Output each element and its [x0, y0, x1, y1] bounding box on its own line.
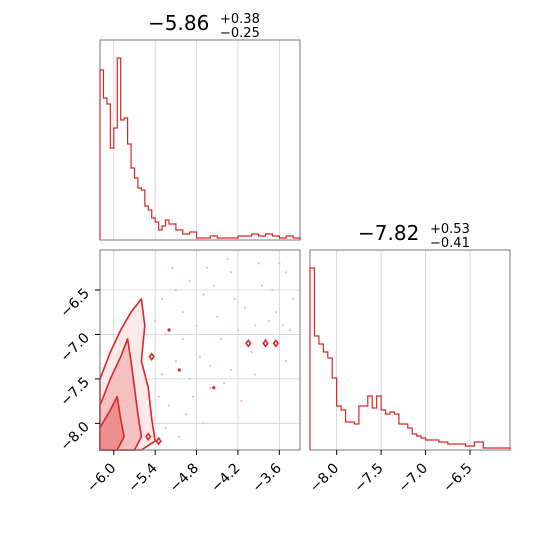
- contour-x-tick-label-0: −6.0: [84, 460, 119, 495]
- contour-y-ticks: −6.5 −7.0 −7.5 −8.0: [57, 286, 100, 454]
- scatter-point: [178, 435, 181, 438]
- scatter-point: [267, 320, 271, 323]
- contour-island: [262, 338, 269, 348]
- scatter-highlight-point: [167, 328, 171, 332]
- histogram-x-title-lower-error: −0.25: [220, 26, 260, 41]
- contour-y-tick-label-2: −7.5: [57, 374, 92, 409]
- contour-y-tick-label-1: −7.0: [57, 330, 92, 365]
- scatter-point: [198, 355, 202, 358]
- scatter-point: [278, 262, 281, 265]
- scatter-point: [292, 297, 295, 300]
- scatter-point: [288, 328, 291, 332]
- scatter-point: [164, 426, 167, 429]
- scatter-point: [240, 400, 243, 403]
- histogram-y-x-tick-label-3: −6.5: [440, 460, 475, 495]
- contour-island: [148, 352, 155, 362]
- contour-x-tick-label-1: −5.4: [125, 460, 160, 495]
- scatter-point: [209, 364, 212, 367]
- scatter-point: [229, 271, 233, 274]
- scatter-point: [195, 324, 198, 327]
- histogram-y-frame: [309, 249, 511, 451]
- scatter-highlight-point: [212, 386, 216, 390]
- histogram-panel-y: −8.0 −7.5 −7.0 −6.5 −7.82 +0.53 −0.41: [307, 221, 511, 496]
- scatter-point: [229, 368, 233, 372]
- scatter-point: [181, 337, 184, 340]
- scatter-point: [271, 288, 274, 292]
- contour-island: [145, 432, 152, 442]
- scatter-point: [174, 288, 177, 292]
- scatter-point: [202, 293, 205, 296]
- scatter-point: [181, 311, 184, 314]
- contour-levels: [99, 298, 156, 451]
- histogram-y-steps: [309, 267, 511, 450]
- scatter-point: [264, 337, 267, 340]
- scatter-point: [188, 280, 191, 283]
- scatter-point: [174, 360, 177, 363]
- scatter-point: [254, 373, 257, 376]
- scatter-point: [154, 320, 157, 323]
- scatter-point: [281, 324, 284, 327]
- scatter-point: [160, 297, 164, 300]
- scatter-point: [205, 266, 208, 269]
- contour-scatter: [154, 257, 295, 438]
- histogram-y-title-upper-error: +0.53: [430, 222, 470, 237]
- histogram-x-title-upper-error: +0.38: [220, 12, 260, 27]
- scatter-point: [185, 413, 188, 416]
- contour-island: [245, 338, 252, 348]
- scatter-point: [160, 373, 164, 376]
- scatter-point: [216, 315, 219, 318]
- histogram-x-title: −5.86: [148, 11, 209, 35]
- scatter-point: [236, 328, 240, 332]
- scatter-point: [219, 337, 222, 340]
- histogram-x-frame: [99, 39, 301, 241]
- histogram-x-grid: [113, 40, 280, 240]
- scatter-highlight-point: [177, 368, 181, 372]
- scatter-point: [192, 395, 195, 398]
- contour-islands: [145, 338, 280, 446]
- scatter-point: [164, 333, 167, 336]
- scatter-point: [202, 422, 205, 425]
- contour-x-ticks: −6.0 −5.4 −4.8 −4.2 −3.6: [84, 450, 285, 496]
- scatter-point: [223, 382, 226, 385]
- scatter-point: [257, 262, 260, 265]
- scatter-point: [167, 404, 171, 407]
- histogram-panel-x: −5.86 +0.38 −0.25: [99, 11, 301, 241]
- scatter-point: [254, 324, 257, 327]
- contour-y-tick-label-3: −8.0: [57, 419, 92, 454]
- histogram-y-title: −7.82: [358, 221, 419, 245]
- histogram-x-steps: [99, 57, 301, 240]
- scatter-point: [226, 257, 229, 260]
- contour-island: [272, 338, 280, 348]
- scatter-point: [188, 377, 191, 380]
- scatter-point: [209, 386, 212, 389]
- scatter-point: [250, 351, 253, 354]
- contour-x-tick-label-2: −4.8: [167, 460, 202, 495]
- contour-x-tick-label-4: −3.6: [250, 460, 285, 495]
- contour-panel: −6.0 −5.4 −4.8 −4.2 −3.6 −6.5 −7.0 −7.5 −8.0: [57, 249, 301, 496]
- scatter-point: [212, 284, 215, 287]
- scatter-point: [285, 360, 288, 363]
- histogram-y-x-tick-label-2: −7.0: [396, 460, 431, 495]
- scatter-point: [171, 266, 174, 269]
- histogram-y-title-median: −7.82: [358, 221, 419, 245]
- contour-x-tick-label-3: −4.2: [208, 460, 243, 495]
- scatter-point: [243, 306, 246, 309]
- histogram-x-title-median: −5.86: [148, 11, 209, 35]
- contour-frame: [99, 249, 301, 451]
- scatter-point: [274, 311, 277, 314]
- contour-island: [155, 436, 162, 446]
- histogram-y-grid: [336, 250, 471, 450]
- histogram-y-x-ticks: −8.0 −7.5 −7.0 −6.5: [307, 450, 476, 496]
- histogram-y-title-lower-error: −0.41: [430, 236, 470, 251]
- contour-y-tick-label-0: −6.5: [57, 286, 92, 321]
- scatter-point: [233, 297, 236, 300]
- scatter-point: [285, 271, 288, 274]
- scatter-point: [157, 395, 160, 398]
- scatter-point: [260, 284, 264, 287]
- contour-level-3: [99, 395, 125, 451]
- histogram-y-x-tick-label-1: −7.5: [351, 460, 386, 495]
- histogram-y-x-tick-label-0: −8.0: [307, 460, 342, 495]
